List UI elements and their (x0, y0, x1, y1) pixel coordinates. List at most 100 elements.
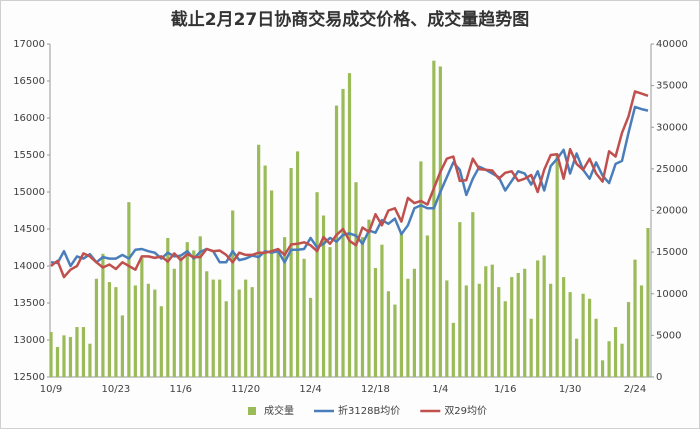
y-tick-label: 14500 (13, 224, 45, 235)
y-tick-label: 14000 (13, 261, 45, 272)
line (50, 105, 649, 268)
bar (523, 268, 527, 377)
bar (211, 279, 215, 377)
bar (510, 277, 514, 377)
bar (445, 280, 449, 377)
bar (68, 337, 73, 377)
bar (153, 289, 157, 377)
bar (406, 278, 410, 377)
bar (646, 227, 650, 377)
bar (198, 236, 202, 377)
y2-tick-label: 15000 (656, 247, 688, 258)
bar (172, 268, 176, 377)
bar (49, 332, 53, 377)
y2-tick-label: 5000 (656, 330, 681, 341)
y2-tick-label: 0 (656, 372, 662, 383)
bar (373, 267, 378, 377)
x-tick-label: 12/4 (299, 384, 321, 395)
bar (529, 318, 533, 377)
bar (477, 283, 481, 377)
bar (594, 318, 598, 377)
bar (620, 343, 624, 377)
bar (432, 60, 436, 378)
bar (224, 301, 228, 377)
bar (55, 347, 60, 377)
bar (283, 237, 287, 377)
x-tick-label: 10/23 (101, 384, 130, 395)
bar (380, 244, 384, 377)
legend-label: 成交量 (264, 404, 294, 417)
bar (633, 259, 637, 377)
y-tick-label: 16500 (13, 76, 45, 87)
line (50, 90, 649, 279)
chart-title: 截止2月27日协商交易成交价格、成交量趋势图 (171, 9, 530, 30)
bar (127, 202, 131, 377)
bar (562, 277, 566, 377)
bar (639, 285, 644, 377)
y-tick-label: 13000 (13, 335, 45, 346)
y-tick-label: 15000 (13, 187, 45, 198)
bar (218, 279, 222, 377)
bar (419, 161, 423, 377)
y2-tick-label: 30000 (656, 122, 688, 133)
bar (490, 264, 494, 377)
bar (205, 271, 209, 377)
x-tick-label: 1/16 (494, 384, 516, 395)
bar (270, 190, 274, 377)
x-tick-label: 12/18 (361, 384, 390, 395)
bar (347, 73, 352, 377)
bar (133, 285, 137, 377)
bar (484, 266, 488, 377)
bar (231, 210, 235, 377)
bar (315, 192, 319, 377)
bar (451, 322, 455, 377)
bar (626, 302, 631, 377)
bar (244, 279, 248, 377)
bar (367, 219, 371, 377)
bar (263, 165, 267, 377)
bar (308, 297, 313, 377)
bar (399, 232, 404, 377)
y2-tick-label: 35000 (656, 81, 688, 92)
bar (458, 222, 462, 377)
bar (536, 260, 540, 377)
y2-tick-label: 10000 (656, 289, 688, 300)
y-tick-label: 16000 (13, 113, 45, 124)
bar (120, 315, 124, 377)
bar (542, 255, 546, 377)
bar (555, 153, 559, 377)
bar (81, 327, 86, 377)
x-tick-label: 2/24 (624, 384, 646, 395)
bar (600, 360, 605, 377)
bar (276, 248, 280, 377)
bar (88, 343, 92, 377)
bar (425, 235, 429, 377)
bar (607, 341, 611, 377)
bar (321, 215, 326, 377)
y-tick-label: 13500 (13, 298, 45, 309)
bar (354, 182, 358, 377)
bar (386, 291, 391, 377)
bar (185, 242, 189, 377)
y2-tick-label: 40000 (656, 39, 688, 50)
bar (613, 327, 618, 377)
bar (114, 287, 118, 377)
bar (75, 327, 79, 377)
bar (237, 289, 241, 377)
bar (497, 287, 501, 377)
bar (289, 168, 293, 377)
y-tick-label: 17000 (13, 39, 45, 50)
bar (101, 253, 105, 377)
bar (192, 250, 196, 377)
bar (471, 212, 475, 377)
y-tick-label: 15500 (13, 150, 45, 161)
y2-tick-label: 25000 (656, 164, 688, 175)
bar (587, 298, 592, 377)
x-tick-label: 1/30 (559, 384, 581, 395)
x-tick-label: 10/9 (40, 384, 62, 395)
bar (295, 151, 300, 377)
bar (94, 278, 99, 377)
x-tick-label: 1/4 (432, 384, 448, 395)
bar (107, 282, 112, 377)
